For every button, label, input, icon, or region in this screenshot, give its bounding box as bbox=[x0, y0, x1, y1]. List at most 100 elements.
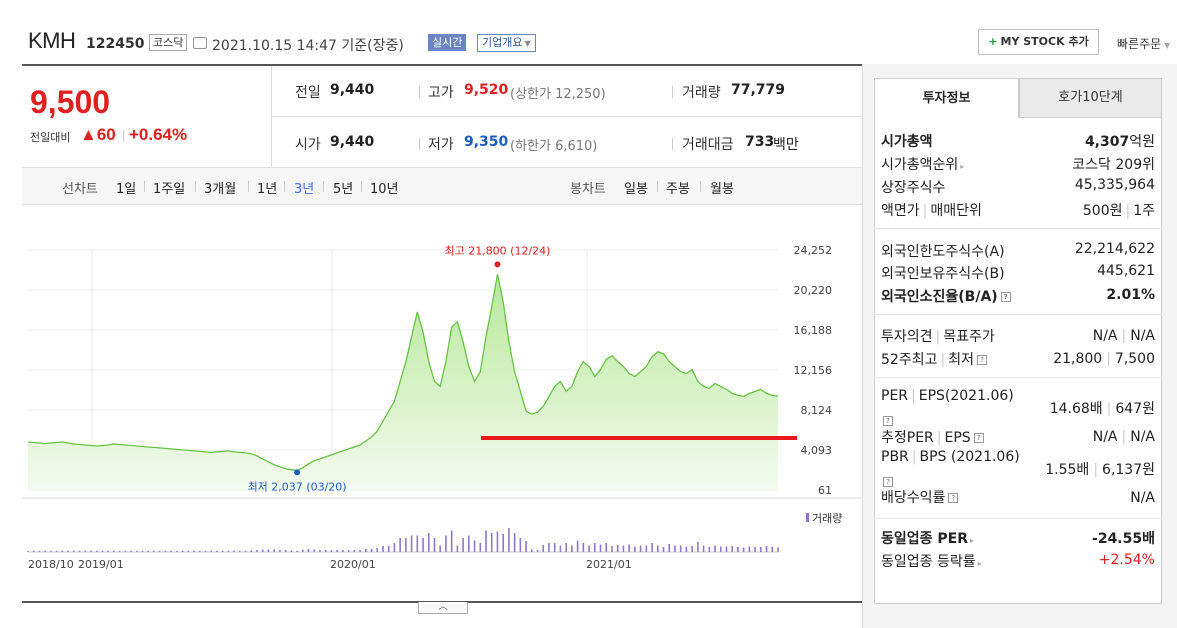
realtime-badge[interactable]: 실시간 bbox=[428, 34, 467, 51]
volume-legend-label: 거래량 bbox=[812, 512, 843, 525]
volume-bar bbox=[244, 550, 247, 552]
low-marker bbox=[294, 469, 301, 476]
volume-bar bbox=[221, 550, 224, 552]
volume-bar bbox=[256, 550, 258, 552]
volume-bar bbox=[90, 550, 92, 552]
collapse-button[interactable]: ︿ bbox=[418, 602, 468, 614]
volume-bar bbox=[490, 533, 493, 552]
volume-bar bbox=[284, 550, 287, 552]
current-price: 9,500 bbox=[30, 84, 111, 120]
price-line bbox=[27, 274, 779, 472]
volume-bar bbox=[731, 546, 733, 552]
volume-bar bbox=[50, 550, 52, 552]
market-cap-unit: 억원 bbox=[1129, 134, 1155, 150]
help-icon[interactable]: ? bbox=[883, 415, 893, 426]
industry-rate-link[interactable]: 동일업종 등락률 ▸ bbox=[881, 551, 982, 571]
low-label: 저가 bbox=[428, 137, 454, 153]
volume-bar bbox=[479, 543, 482, 552]
candle-daily[interactable]: 일봉 bbox=[624, 182, 648, 197]
help-icon[interactable]: ? bbox=[948, 493, 959, 503]
divider: | bbox=[1093, 462, 1099, 478]
amount-unit: 백만 bbox=[773, 137, 799, 153]
volume-bar bbox=[679, 545, 682, 552]
unit-value: 1주 bbox=[1133, 203, 1155, 219]
shares-value: 45,335,964 bbox=[1074, 177, 1155, 193]
shares-label: 상장주식수 bbox=[881, 180, 946, 196]
target-label: 목표주가 bbox=[943, 329, 995, 345]
stock-code: 122450 bbox=[86, 36, 145, 52]
price-change: ▲60 bbox=[80, 125, 116, 145]
market-badge: 코스닥 bbox=[149, 34, 188, 51]
volume-bar bbox=[456, 545, 459, 552]
divider: | bbox=[1106, 401, 1112, 417]
rank-label: 시가총액순위 bbox=[881, 157, 959, 173]
divider: | bbox=[1121, 429, 1127, 445]
volume-bar bbox=[290, 550, 293, 552]
volume-bar bbox=[84, 550, 87, 552]
period-3m[interactable]: 3개월 bbox=[204, 182, 237, 197]
volume-bar bbox=[691, 546, 693, 552]
volume-bar bbox=[639, 545, 642, 552]
volume-bar bbox=[685, 547, 688, 552]
divider: | bbox=[940, 352, 946, 368]
volume-bar bbox=[319, 550, 321, 552]
volume-bar bbox=[330, 550, 333, 552]
change-rate: +0.64% bbox=[129, 125, 188, 144]
volume-bar bbox=[353, 550, 356, 552]
pbr-label: PBR bbox=[881, 449, 909, 465]
w52-low-label: 최저 bbox=[948, 352, 974, 368]
divider: | bbox=[1121, 328, 1127, 344]
line-chart-label: 선차트 bbox=[62, 182, 98, 197]
volume-bar bbox=[239, 550, 241, 552]
add-mystock-label: MY STOCK 추가 bbox=[1000, 35, 1089, 48]
volume-bar bbox=[55, 550, 58, 552]
volume-bar bbox=[513, 533, 516, 552]
help-icon[interactable]: ? bbox=[1000, 292, 1011, 302]
price-chart[interactable]: 24,252 20,220 16,188 12,156 8,124 4,093 61 최고 2… bbox=[22, 230, 862, 600]
volume-bar bbox=[737, 547, 739, 552]
divider: | bbox=[911, 388, 916, 404]
divider bbox=[672, 138, 673, 150]
period-3y[interactable]: 3년 bbox=[294, 182, 315, 197]
help-icon[interactable]: ? bbox=[976, 355, 987, 365]
company-info-dropdown[interactable]: 기업개요 ▼ bbox=[477, 34, 536, 52]
help-icon[interactable]: ? bbox=[973, 433, 984, 443]
candle-weekly[interactable]: 주봉 bbox=[666, 182, 690, 197]
period-1d[interactable]: 1일 bbox=[116, 182, 137, 197]
candle-monthly[interactable]: 월봉 bbox=[710, 182, 734, 197]
per-label: PER bbox=[881, 388, 909, 404]
rank-link[interactable]: 시가총액순위 ▸ bbox=[881, 154, 964, 174]
add-mystock-button[interactable]: + MY STOCK 추가 bbox=[978, 29, 1099, 55]
help-icon[interactable]: ? bbox=[883, 476, 893, 487]
info-box bbox=[874, 118, 1162, 604]
tab-orderbook[interactable]: 호가10단계 bbox=[1019, 78, 1162, 118]
open-value: 9,440 bbox=[330, 134, 375, 150]
y-tick-label: 8,124 bbox=[801, 404, 833, 417]
volume-bar bbox=[387, 546, 390, 552]
volume-bar bbox=[273, 549, 275, 552]
chevron-down-icon: ▼ bbox=[1164, 41, 1171, 50]
volume-bar bbox=[130, 550, 132, 552]
quick-order-link[interactable]: 빠른주문 ▼ bbox=[1117, 35, 1170, 52]
chevron-down-icon: ▼ bbox=[524, 39, 531, 48]
calendar-icon bbox=[193, 37, 207, 49]
period-1y[interactable]: 1년 bbox=[257, 182, 278, 197]
foreign-limit-label: 외국인한도주식수(A) bbox=[881, 244, 1005, 260]
volume-bar bbox=[164, 550, 167, 552]
divider bbox=[419, 86, 420, 98]
industry-per-link[interactable]: 동일업종 PER ▸ bbox=[881, 528, 974, 548]
tab-invest-info[interactable]: 투자정보 bbox=[874, 78, 1019, 118]
quick-order-label: 빠른주문 bbox=[1117, 37, 1162, 51]
divider: | bbox=[935, 329, 941, 345]
volume-bar bbox=[605, 543, 608, 552]
volume-bar bbox=[405, 538, 407, 552]
bps-label: BPS (2021.06) bbox=[919, 449, 1020, 465]
period-5y[interactable]: 5년 bbox=[333, 182, 354, 197]
market-cap-value: 4,307 bbox=[1084, 134, 1130, 150]
period-10y[interactable]: 10년 bbox=[370, 182, 399, 197]
period-1w[interactable]: 1주일 bbox=[153, 182, 186, 197]
market-cap: 4,307억원 bbox=[1085, 131, 1155, 151]
volume-bar bbox=[216, 550, 218, 552]
price-summary bbox=[22, 66, 272, 167]
divider bbox=[700, 181, 701, 192]
